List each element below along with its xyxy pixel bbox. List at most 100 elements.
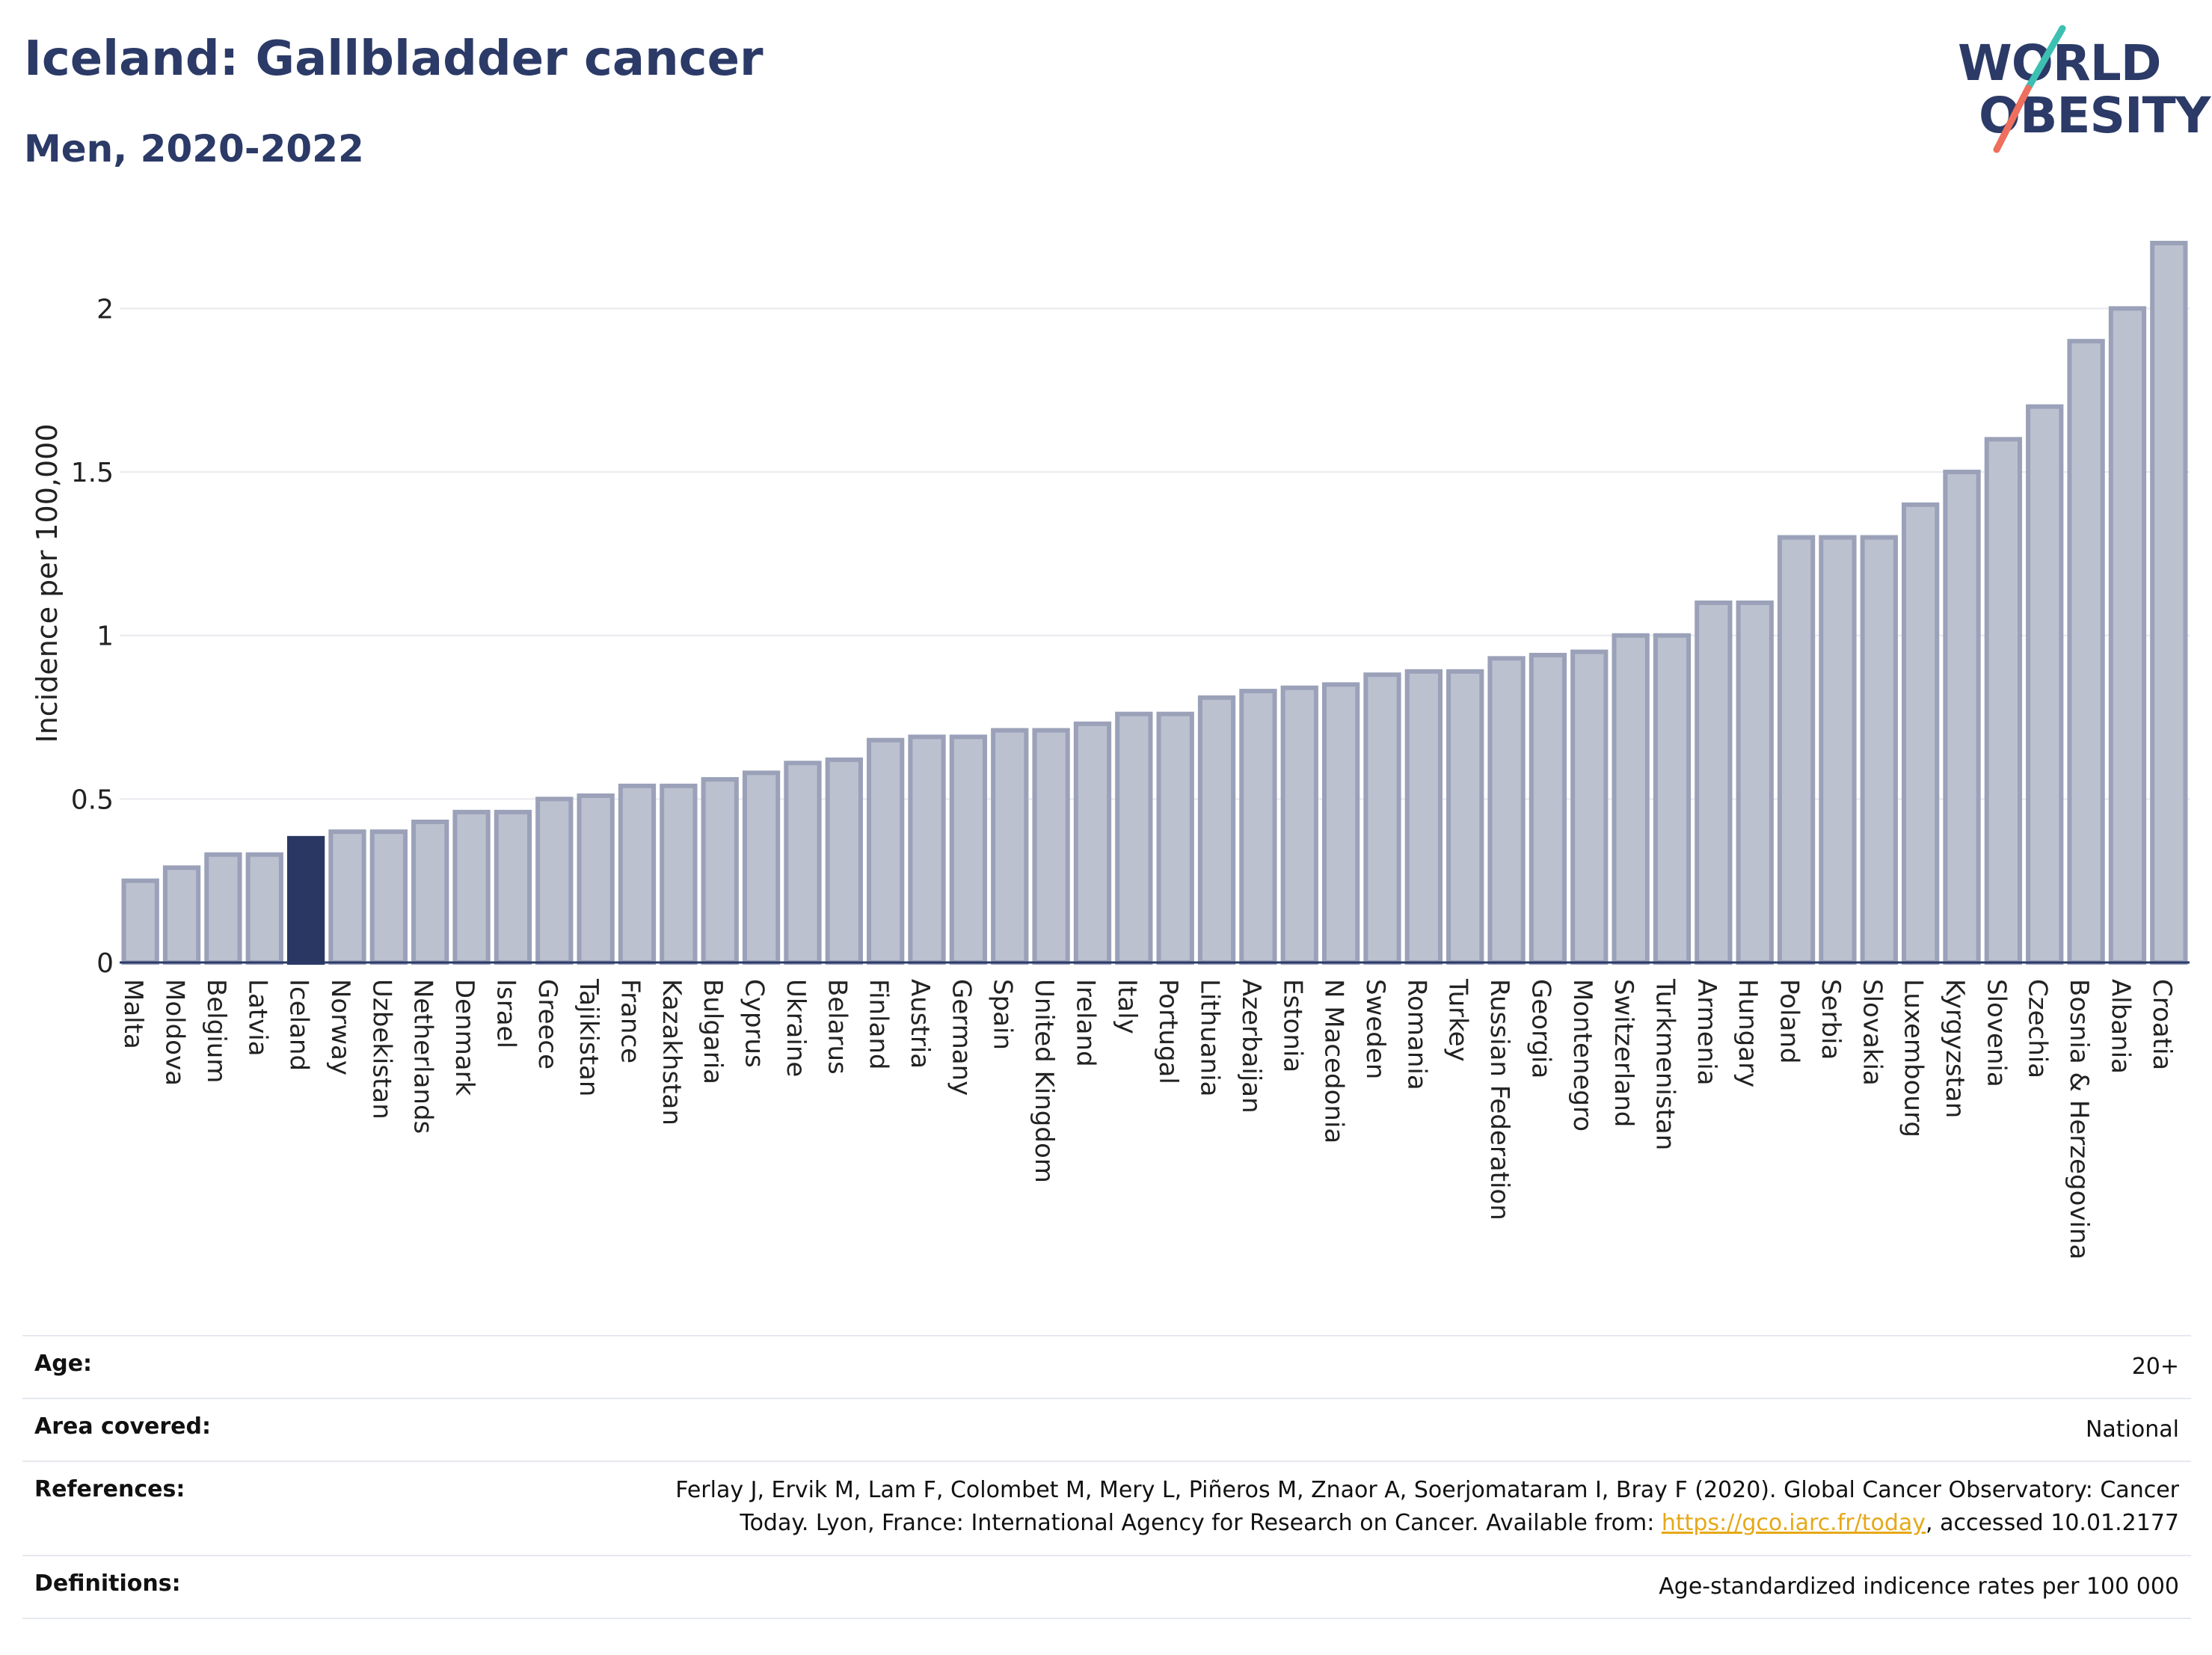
- bar-switzerland[interactable]: [1612, 633, 1650, 965]
- bar-austria[interactable]: [908, 734, 946, 965]
- x-tick-label: Bulgaria: [698, 979, 728, 1084]
- x-tick-label: Germany: [946, 979, 976, 1096]
- bar-belarus[interactable]: [825, 757, 863, 965]
- bar-kazakhstan[interactable]: [660, 783, 698, 965]
- x-tick-label: Cyprus: [740, 979, 769, 1068]
- chart-subtitle: Men, 2020-2022: [24, 127, 364, 171]
- bar-ukraine[interactable]: [784, 761, 822, 965]
- bar-france[interactable]: [618, 783, 657, 965]
- bar-israel[interactable]: [494, 809, 532, 965]
- bar-luxembourg[interactable]: [1902, 502, 1940, 965]
- bar-germany[interactable]: [949, 734, 988, 965]
- bar-lithuania[interactable]: [1197, 695, 1236, 965]
- bar-slovakia[interactable]: [1860, 535, 1898, 965]
- y-tick-label: 2: [96, 294, 114, 325]
- bar-netherlands[interactable]: [411, 819, 449, 965]
- x-tick-label: Slovenia: [1981, 979, 2011, 1087]
- bar-norway[interactable]: [328, 829, 366, 965]
- bar-estonia[interactable]: [1280, 685, 1318, 965]
- bar-iceland[interactable]: [286, 835, 325, 965]
- bar-azerbaijan[interactable]: [1239, 689, 1277, 965]
- bar-denmark[interactable]: [452, 809, 491, 965]
- bar-n-macedonia[interactable]: [1321, 682, 1360, 965]
- logo-word-world: WORLD: [1958, 34, 2162, 92]
- x-tick-label: Poland: [1775, 979, 1804, 1064]
- x-tick-label: United Kingdom: [1029, 979, 1059, 1183]
- bar-finland[interactable]: [867, 737, 905, 965]
- bar-albania[interactable]: [2108, 306, 2147, 965]
- bar-czechia[interactable]: [2026, 404, 2064, 965]
- x-tick-label: Azerbaijan: [1236, 979, 1266, 1114]
- bar-armenia[interactable]: [1695, 601, 1733, 965]
- meta-label-age: Age:: [34, 1351, 93, 1377]
- bar-italy[interactable]: [1115, 711, 1153, 965]
- bar-belgium[interactable]: [204, 852, 242, 965]
- bar-turkmenistan[interactable]: [1653, 633, 1692, 965]
- reference-accessed: , accessed 10.01.2177: [1926, 1510, 2179, 1536]
- x-tick-label: Sweden: [1360, 979, 1390, 1079]
- x-tick-label: Slovakia: [1857, 979, 1887, 1086]
- x-tick-label: Czechia: [2023, 979, 2053, 1078]
- bar-malta[interactable]: [121, 878, 159, 965]
- bar-moldova[interactable]: [162, 865, 201, 965]
- x-tick-label: Uzbekistan: [366, 979, 396, 1120]
- x-tick-label: Turkmenistan: [1650, 978, 1680, 1150]
- x-tick-label: Bosnia & Herzegovina: [2064, 979, 2094, 1259]
- meta-value-definitions: Age-standardized indicence rates per 100…: [1659, 1573, 2179, 1600]
- meta-label-references: References:: [34, 1476, 185, 1502]
- x-tick-label: Spain: [988, 979, 1018, 1050]
- x-tick-label: Luxembourg: [1899, 979, 1929, 1137]
- x-tick-label: Italy: [1112, 979, 1142, 1034]
- x-tick-label: Croatia: [2147, 979, 2177, 1070]
- meta-value-references: Ferlay J, Ervik M, Lam F, Colombet M, Me…: [675, 1474, 2179, 1540]
- bar-russian-federation[interactable]: [1487, 656, 1526, 965]
- bar-turkey[interactable]: [1446, 669, 1484, 965]
- bar-uzbekistan[interactable]: [369, 829, 408, 965]
- bar-georgia[interactable]: [1529, 652, 1567, 965]
- bar-bulgaria[interactable]: [701, 777, 739, 965]
- x-tick-label: Montenegro: [1567, 979, 1597, 1132]
- x-tick-label: Russian Federation: [1484, 979, 1514, 1220]
- bar-spain[interactable]: [991, 728, 1029, 965]
- bar-sweden[interactable]: [1363, 672, 1401, 965]
- x-tick-label: Georgia: [1526, 979, 1555, 1078]
- bar-united-kingdom[interactable]: [1032, 728, 1070, 965]
- meta-label-definitions: Definitions:: [34, 1570, 181, 1597]
- bar-portugal[interactable]: [1156, 711, 1194, 965]
- bar-romania[interactable]: [1404, 669, 1443, 965]
- bar-cyprus[interactable]: [742, 770, 781, 965]
- meta-value-age: 20+: [2131, 1354, 2179, 1380]
- x-tick-label: Ireland: [1070, 979, 1100, 1067]
- bar-tajikistan[interactable]: [577, 793, 615, 965]
- x-tick-label: Belgium: [201, 979, 231, 1083]
- bar-croatia[interactable]: [2150, 241, 2188, 965]
- bar-chart: 0 0.5 1 1.5 2 Malta Moldova Belgium Latvia Icelan…: [31, 241, 2190, 1259]
- x-tick-label: Belarus: [822, 979, 852, 1075]
- bar-slovenia[interactable]: [1984, 437, 2023, 965]
- bars: [121, 241, 2188, 965]
- bar-greece[interactable]: [535, 796, 574, 965]
- x-tick-label: Hungary: [1733, 979, 1763, 1087]
- bar-ireland[interactable]: [1073, 721, 1112, 965]
- reference-link[interactable]: https://gco.iarc.fr/today: [1661, 1510, 1926, 1536]
- bar-hungary[interactable]: [1736, 601, 1774, 965]
- x-tick-label: Serbia: [1816, 979, 1846, 1060]
- bar-montenegro[interactable]: [1570, 649, 1609, 965]
- x-tick-label: Switzerland: [1609, 979, 1638, 1127]
- x-tick-label: Kazakhstan: [657, 979, 686, 1126]
- y-tick-label: 1.5: [71, 458, 114, 488]
- bar-bosnia-herzegovina[interactable]: [2067, 339, 2105, 965]
- meta-row-definitions: Definitions: Age-standardized indicence …: [22, 1555, 2191, 1619]
- reference-line-2: Today. Lyon, France: International Agenc…: [675, 1507, 2179, 1540]
- bar-serbia[interactable]: [1819, 535, 1857, 965]
- logo-slash-icon: [1993, 25, 2066, 153]
- meta-row-area: Area covered: National: [22, 1398, 2191, 1461]
- y-tick-label: 0: [96, 948, 114, 979]
- bar-latvia[interactable]: [245, 852, 283, 965]
- x-tick-label: Lithuania: [1195, 979, 1225, 1096]
- x-tick-label: Iceland: [284, 979, 314, 1071]
- bar-kyrgyzstan[interactable]: [1943, 470, 1981, 965]
- x-tick-label: Romania: [1401, 979, 1431, 1090]
- info-table: Age: 20+ Area covered: National Referenc…: [22, 1335, 2191, 1619]
- bar-poland[interactable]: [1777, 535, 1816, 965]
